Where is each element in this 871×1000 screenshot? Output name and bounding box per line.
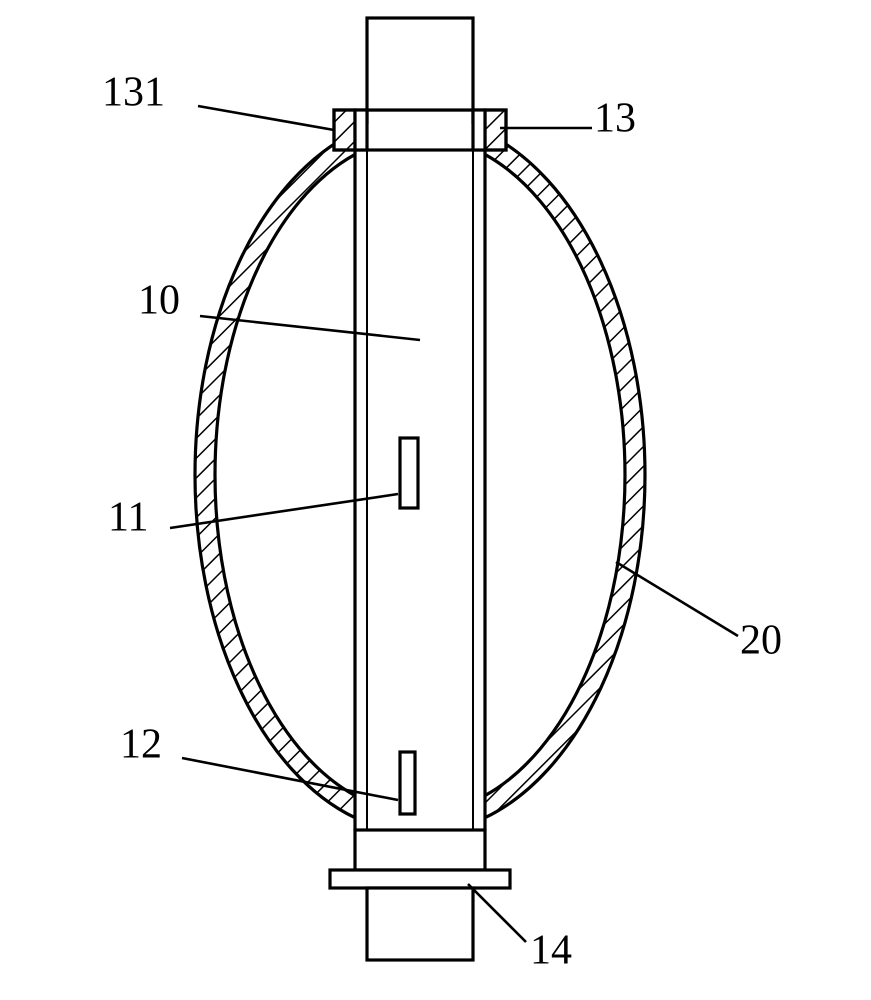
label-10: 10 [138,278,180,324]
label-20: 20 [740,618,782,664]
label-12: 12 [120,722,162,768]
label-131: 131 [102,70,165,116]
label-14: 14 [530,928,572,974]
label-13: 13 [594,96,636,142]
label-11: 11 [108,495,148,541]
leader-line-20 [616,562,738,636]
leader-line-14 [468,884,526,942]
leader-line-131 [198,106,334,130]
slot-12 [400,752,415,814]
slot-11 [400,438,418,508]
